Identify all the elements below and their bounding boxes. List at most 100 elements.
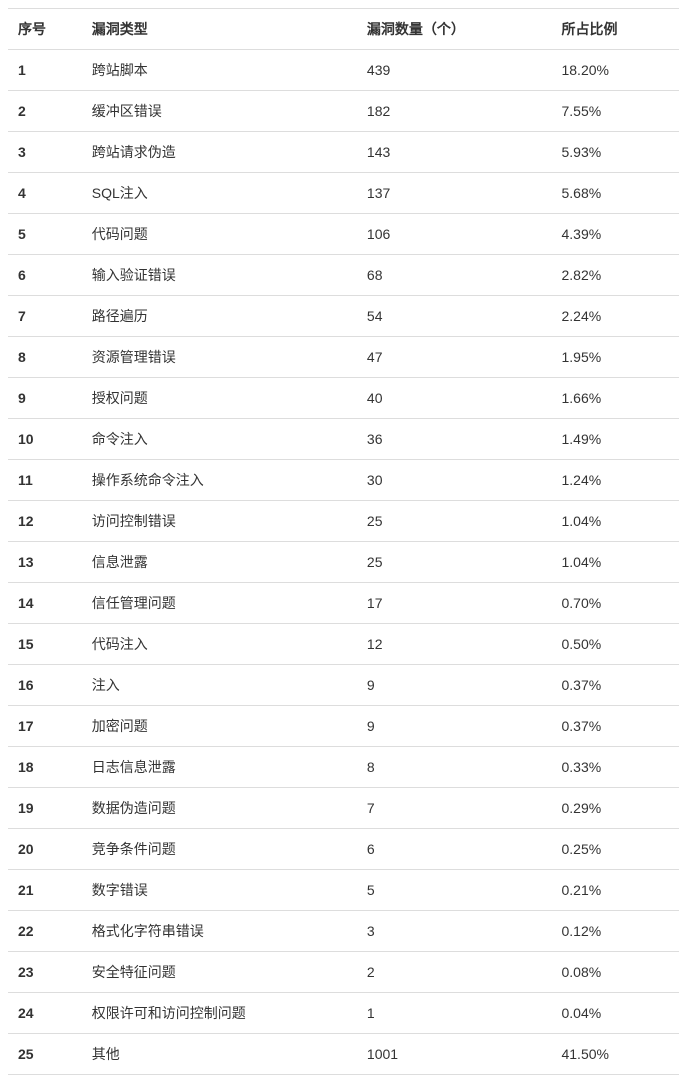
cell-seq: 11 [8, 460, 82, 501]
table-header-row: 序号 漏洞类型 漏洞数量（个） 所占比例 [8, 9, 679, 50]
cell-type: 注入 [82, 665, 357, 706]
table-row: 21数字错误50.21% [8, 870, 679, 911]
cell-seq: 15 [8, 624, 82, 665]
table-row: 15代码注入120.50% [8, 624, 679, 665]
cell-seq: 23 [8, 952, 82, 993]
cell-seq: 3 [8, 132, 82, 173]
cell-seq: 10 [8, 419, 82, 460]
cell-type: 代码问题 [82, 214, 357, 255]
cell-percent: 0.08% [551, 952, 679, 993]
column-header-count: 漏洞数量（个） [357, 9, 552, 50]
cell-percent: 5.68% [551, 173, 679, 214]
column-header-seq: 序号 [8, 9, 82, 50]
cell-count: 54 [357, 296, 552, 337]
cell-percent: 0.37% [551, 706, 679, 747]
table-row: 16注入90.37% [8, 665, 679, 706]
cell-percent: 5.93% [551, 132, 679, 173]
cell-seq: 19 [8, 788, 82, 829]
cell-type: 命令注入 [82, 419, 357, 460]
table-row: 25其他100141.50% [8, 1034, 679, 1075]
cell-percent: 0.50% [551, 624, 679, 665]
cell-type: 代码注入 [82, 624, 357, 665]
cell-seq: 6 [8, 255, 82, 296]
cell-count: 8 [357, 747, 552, 788]
cell-type: 其他 [82, 1034, 357, 1075]
cell-seq: 9 [8, 378, 82, 419]
table-row: 9授权问题401.66% [8, 378, 679, 419]
cell-type: 数字错误 [82, 870, 357, 911]
table-row: 13信息泄露251.04% [8, 542, 679, 583]
cell-percent: 0.33% [551, 747, 679, 788]
cell-seq: 24 [8, 993, 82, 1034]
cell-percent: 7.55% [551, 91, 679, 132]
cell-count: 182 [357, 91, 552, 132]
cell-percent: 1.66% [551, 378, 679, 419]
cell-seq: 17 [8, 706, 82, 747]
cell-type: 权限许可和访问控制问题 [82, 993, 357, 1034]
cell-type: 日志信息泄露 [82, 747, 357, 788]
table-row: 18日志信息泄露80.33% [8, 747, 679, 788]
table-row: 1跨站脚本43918.20% [8, 50, 679, 91]
cell-count: 25 [357, 501, 552, 542]
cell-count: 143 [357, 132, 552, 173]
cell-seq: 25 [8, 1034, 82, 1075]
cell-seq: 1 [8, 50, 82, 91]
cell-percent: 0.37% [551, 665, 679, 706]
table-row: 2缓冲区错误1827.55% [8, 91, 679, 132]
cell-type: 授权问题 [82, 378, 357, 419]
cell-count: 40 [357, 378, 552, 419]
cell-seq: 12 [8, 501, 82, 542]
cell-count: 439 [357, 50, 552, 91]
cell-count: 36 [357, 419, 552, 460]
cell-seq: 14 [8, 583, 82, 624]
cell-percent: 1.04% [551, 501, 679, 542]
table-row: 3跨站请求伪造1435.93% [8, 132, 679, 173]
cell-percent: 0.25% [551, 829, 679, 870]
cell-percent: 2.82% [551, 255, 679, 296]
cell-percent: 18.20% [551, 50, 679, 91]
cell-count: 6 [357, 829, 552, 870]
cell-percent: 0.70% [551, 583, 679, 624]
cell-seq: 5 [8, 214, 82, 255]
vulnerability-table: 序号 漏洞类型 漏洞数量（个） 所占比例 1跨站脚本43918.20%2缓冲区错… [8, 8, 679, 1075]
cell-count: 5 [357, 870, 552, 911]
cell-seq: 7 [8, 296, 82, 337]
table-row: 17加密问题90.37% [8, 706, 679, 747]
table-row: 4SQL注入1375.68% [8, 173, 679, 214]
cell-seq: 18 [8, 747, 82, 788]
table-row: 6输入验证错误682.82% [8, 255, 679, 296]
cell-type: 路径遍历 [82, 296, 357, 337]
table-row: 12访问控制错误251.04% [8, 501, 679, 542]
table-row: 22格式化字符串错误30.12% [8, 911, 679, 952]
table-row: 20竞争条件问题60.25% [8, 829, 679, 870]
table-row: 23安全特征问题20.08% [8, 952, 679, 993]
cell-type: 格式化字符串错误 [82, 911, 357, 952]
cell-seq: 4 [8, 173, 82, 214]
cell-seq: 21 [8, 870, 82, 911]
cell-type: 竞争条件问题 [82, 829, 357, 870]
cell-seq: 2 [8, 91, 82, 132]
cell-type: 跨站脚本 [82, 50, 357, 91]
cell-count: 9 [357, 706, 552, 747]
cell-count: 2 [357, 952, 552, 993]
cell-type: 安全特征问题 [82, 952, 357, 993]
cell-count: 17 [357, 583, 552, 624]
cell-count: 137 [357, 173, 552, 214]
cell-seq: 16 [8, 665, 82, 706]
table-row: 14信任管理问题170.70% [8, 583, 679, 624]
cell-type: 输入验证错误 [82, 255, 357, 296]
cell-seq: 22 [8, 911, 82, 952]
cell-count: 1001 [357, 1034, 552, 1075]
cell-type: 操作系统命令注入 [82, 460, 357, 501]
cell-percent: 0.04% [551, 993, 679, 1034]
cell-percent: 1.04% [551, 542, 679, 583]
cell-count: 30 [357, 460, 552, 501]
table-row: 10命令注入361.49% [8, 419, 679, 460]
cell-percent: 1.95% [551, 337, 679, 378]
cell-count: 3 [357, 911, 552, 952]
table-row: 11操作系统命令注入301.24% [8, 460, 679, 501]
cell-type: 跨站请求伪造 [82, 132, 357, 173]
cell-percent: 1.24% [551, 460, 679, 501]
cell-seq: 8 [8, 337, 82, 378]
cell-percent: 1.49% [551, 419, 679, 460]
